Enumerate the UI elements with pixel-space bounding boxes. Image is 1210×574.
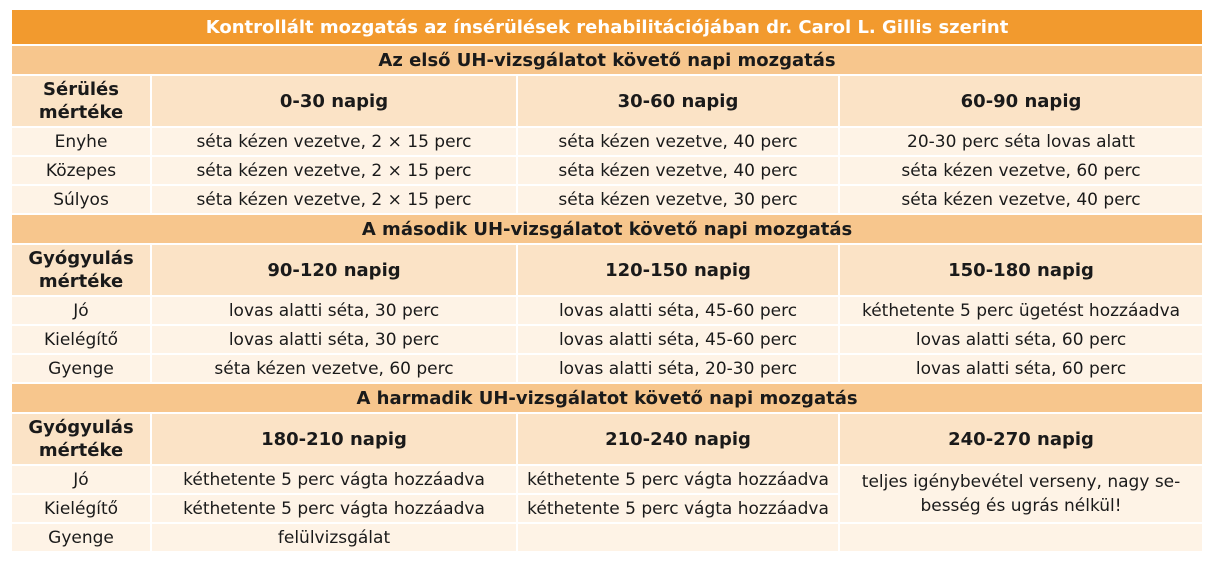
table-row: Jó kéthetente 5 perc vágta hozzáadva két… — [10, 464, 1205, 524]
empty-cell — [837, 522, 1205, 553]
table-row: Közepes séta kézen vezetve, 2 × 15 perc … — [10, 155, 1205, 186]
table-cell: séta kézen vezetve, 40 perc — [837, 184, 1205, 215]
table-cell: séta kézen vezetve, 60 perc — [150, 353, 518, 384]
column-header: 180-210 napig — [150, 412, 518, 466]
section-heading: A harmadik UH-vizsgálatot követő napi mo… — [9, 382, 1205, 414]
table-cell: 20-30 perc séta lovas alatt — [837, 126, 1205, 157]
column-header: 120-150 napig — [516, 243, 840, 297]
table-cell: séta kézen vezetve, 30 perc — [516, 184, 840, 215]
table-cell-merged: teljes igénybevétel verseny, nagy se-bes… — [837, 464, 1205, 524]
column-header-row: Gyógyulás mértéke 180-210 napig 210-240 n… — [10, 412, 1205, 466]
table-row: Súlyos séta kézen vezetve, 2 × 15 perc s… — [10, 184, 1205, 215]
column-header: 30-60 napig — [516, 74, 840, 128]
table-cell: kéthetente 5 perc vágta hozzáadva — [516, 493, 840, 524]
table-cell: lovas alatti séta, 45-60 perc — [516, 295, 840, 326]
table-row: Jó lovas alatti séta, 30 perc lovas alat… — [10, 295, 1205, 326]
empty-cell — [516, 522, 840, 553]
row-label: Kielégítő — [10, 324, 152, 355]
row-label: Jó — [10, 295, 152, 326]
row-label: Gyenge — [10, 522, 152, 553]
column-header: 210-240 napig — [516, 412, 840, 466]
table-row: Kielégítő kéthetente 5 perc vágta hozzáa… — [10, 493, 1203, 524]
row-label: Enyhe — [10, 126, 152, 157]
table-cell: séta kézen vezetve, 2 × 15 perc — [150, 184, 518, 215]
table-cell: kéthetente 5 perc vágta hozzáadva — [150, 493, 518, 524]
table-cell: lovas alatti séta, 60 perc — [837, 324, 1205, 355]
table-row: Enyhe séta kézen vezetve, 2 × 15 perc sé… — [10, 126, 1205, 157]
table-cell: lovas alatti séta, 20-30 perc — [516, 353, 840, 384]
table-cell: séta kézen vezetve, 40 perc — [516, 126, 840, 157]
table-cell: kéthetente 5 perc vágta hozzáadva — [150, 464, 518, 495]
row-label: Kielégítő — [10, 493, 152, 524]
column-header: 240-270 napig — [837, 412, 1205, 466]
row-label: Súlyos — [10, 184, 152, 215]
table-cell: kéthetente 5 perc ügetést hozzáadva — [837, 295, 1205, 326]
column-header-row: Sérülés mértéke 0-30 napig 30-60 napig 60… — [10, 74, 1205, 128]
table-cell: séta kézen vezetve, 60 perc — [837, 155, 1205, 186]
table-cell: séta kézen vezetve, 2 × 15 perc — [150, 126, 518, 157]
section-heading-row: A második UH-vizsgálatot követő napi moz… — [9, 213, 1205, 245]
table-container: Kontrollált mozgatás az ínsérülések reha… — [9, 8, 1205, 553]
table-cell: felülvizsgálat — [150, 522, 518, 553]
column-header: 150-180 napig — [837, 243, 1205, 297]
table-cell: lovas alatti séta, 30 perc — [150, 324, 518, 355]
section-heading: A második UH-vizsgálatot követő napi moz… — [9, 213, 1205, 245]
table-row: Gyenge felülvizsgálat — [10, 522, 1205, 553]
table-row: Kielégítő lovas alatti séta, 30 perc lov… — [10, 324, 1205, 355]
label-header: Gyógyulás mértéke — [10, 412, 152, 466]
column-header: 90-120 napig — [150, 243, 518, 297]
row-label: Közepes — [10, 155, 152, 186]
table-row: Gyenge séta kézen vezetve, 60 perc lovas… — [10, 353, 1205, 384]
rehab-table: Kontrollált mozgatás az ínsérülések reha… — [9, 8, 1205, 553]
title-row: Kontrollált mozgatás az ínsérülések reha… — [9, 8, 1205, 46]
table-title: Kontrollált mozgatás az ínsérülések reha… — [9, 8, 1205, 46]
column-header: 60-90 napig — [837, 74, 1205, 128]
table-cell: lovas alatti séta, 30 perc — [150, 295, 518, 326]
table-cell: kéthetente 5 perc vágta hozzáadva — [516, 464, 840, 495]
section-heading-row: Az első UH-vizsgálatot követő napi mozga… — [9, 44, 1205, 76]
section-heading-row: A harmadik UH-vizsgálatot követő napi mo… — [9, 382, 1205, 414]
column-header: 0-30 napig — [150, 74, 518, 128]
label-header: Gyógyulás mértéke — [10, 243, 152, 297]
row-label: Jó — [10, 464, 152, 495]
table-cell: lovas alatti séta, 60 perc — [837, 353, 1205, 384]
column-header-row: Gyógyulás mértéke 90-120 napig 120-150 na… — [10, 243, 1205, 297]
section-heading: Az első UH-vizsgálatot követő napi mozga… — [9, 44, 1205, 76]
table-cell: séta kézen vezetve, 40 perc — [516, 155, 840, 186]
table-cell: lovas alatti séta, 45-60 perc — [516, 324, 840, 355]
table-cell: séta kézen vezetve, 2 × 15 perc — [150, 155, 518, 186]
row-label: Gyenge — [10, 353, 152, 384]
label-header: Sérülés mértéke — [10, 74, 152, 128]
